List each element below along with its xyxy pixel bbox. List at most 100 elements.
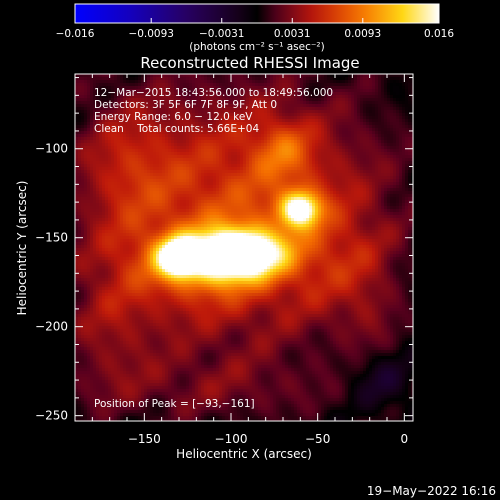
heatmap-cell [375,158,379,162]
heatmap-cell [138,119,142,123]
heatmap-cell [327,149,331,153]
heatmap-cell [339,116,343,120]
heatmap-cell [294,200,298,204]
heatmap-cell [213,167,217,171]
heatmap-cell [405,179,409,183]
heatmap-cell [264,128,268,132]
heatmap-cell [168,77,172,81]
heatmap-cell [135,155,139,159]
heatmap-cell [141,188,145,192]
heatmap-cell [384,203,388,207]
heatmap-cell [105,167,109,171]
heatmap-cell [102,191,106,195]
heatmap-cell [201,155,205,159]
heatmap-cell [315,74,319,78]
heatmap-cell [348,197,352,201]
heatmap-cell [201,140,205,144]
heatmap-cell [192,200,196,204]
heatmap-cell [108,164,112,168]
heatmap-cell [78,83,82,87]
heatmap-cell [243,92,247,96]
heatmap-cell [216,107,220,111]
heatmap-cell [324,152,328,156]
heatmap-cell [300,164,304,168]
heatmap-cell [231,116,235,120]
heatmap-cell [102,152,106,156]
heatmap-cell [201,128,205,132]
heatmap-cell [111,146,115,150]
heatmap-cell [291,149,295,153]
heatmap-cell [141,77,145,81]
heatmap-cell [348,194,352,198]
heatmap-cell [84,200,88,204]
heatmap-cell [90,182,94,186]
heatmap-cell [300,131,304,135]
heatmap-cell [369,152,373,156]
heatmap-cell [126,155,130,159]
heatmap-cell [192,167,196,171]
heatmap-cell [216,104,220,108]
heatmap-cell [351,167,355,171]
heatmap-cell [315,98,319,102]
heatmap-cell [312,104,316,108]
heatmap-cell [243,125,247,129]
heatmap-cell [234,98,238,102]
heatmap-cell [159,140,163,144]
heatmap-cell [384,134,388,138]
heatmap-cell [321,158,325,162]
heatmap-cell [255,83,259,87]
heatmap-cell [387,167,391,171]
heatmap-cell [111,197,115,201]
heatmap-cell [165,119,169,123]
heatmap-cell [165,200,169,204]
heatmap-cell [285,161,289,165]
heatmap-cell [213,104,217,108]
heatmap-cell [300,149,304,153]
heatmap-cell [159,95,163,99]
heatmap-cell [102,170,106,174]
heatmap-cell [111,185,115,189]
heatmap-cell [258,98,262,102]
heatmap-cell [372,197,376,201]
heatmap-cell [141,110,145,114]
heatmap-cell [138,125,142,129]
heatmap-cell [264,143,268,147]
heatmap-cell [384,191,388,195]
heatmap-cell [378,92,382,96]
heatmap-cell [192,98,196,102]
heatmap-cell [294,182,298,186]
heatmap-cell [87,113,91,117]
heatmap-cell [177,122,181,126]
heatmap-cell [111,161,115,165]
heatmap-cell [129,89,133,93]
heatmap-cell [324,98,328,102]
heatmap-cell [255,122,259,126]
heatmap-cell [117,167,121,171]
heatmap-cell [225,176,229,180]
heatmap-cell [231,200,235,204]
heatmap-cell [144,188,148,192]
heatmap-cell [204,125,208,129]
heatmap-cell [99,134,103,138]
heatmap-cell [162,161,166,165]
heatmap-cell [159,116,163,120]
heatmap-cell [186,161,190,165]
heatmap-cell [99,158,103,162]
heatmap-cell [219,137,223,141]
heatmap-cell [123,179,127,183]
heatmap-cell [357,182,361,186]
heatmap-cell [204,95,208,99]
heatmap-cell [339,164,343,168]
heatmap-cell [306,170,310,174]
heatmap-cell [249,104,253,108]
heatmap-cell [276,80,280,84]
heatmap-cell [102,143,106,147]
heatmap-cell [237,134,241,138]
heatmap-cell [87,104,91,108]
heatmap-cell [198,116,202,120]
heatmap-cell [318,200,322,204]
heatmap-cell [255,173,259,177]
heatmap-cell [219,92,223,96]
heatmap-cell [369,164,373,168]
heatmap-cell [249,167,253,171]
